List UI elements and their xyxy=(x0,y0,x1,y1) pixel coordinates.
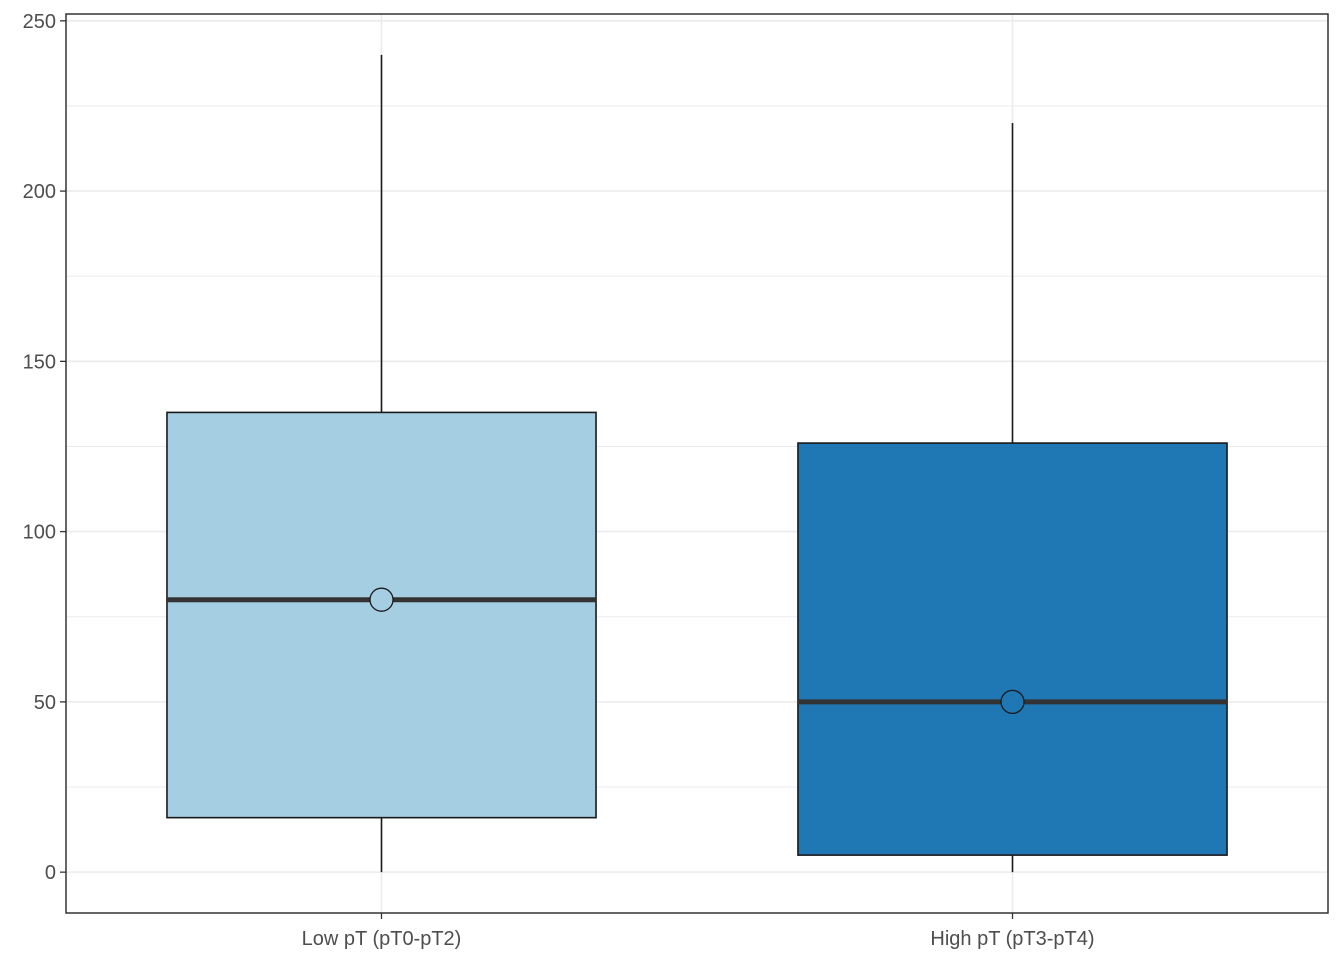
box xyxy=(166,411,597,819)
box-series xyxy=(166,54,1228,873)
mean-point xyxy=(369,587,394,612)
y-tick-label: 200 xyxy=(23,181,56,203)
y-tick-label: 50 xyxy=(34,692,56,714)
y-tick-label: 250 xyxy=(23,11,56,33)
y-axis: 0 50 100 150 200 250 xyxy=(23,11,66,884)
panel-border xyxy=(65,13,1329,914)
y-tick-label: 100 xyxy=(23,522,56,544)
box xyxy=(797,442,1228,856)
x-axis: Low pT (pT0-pT2) High pT (pT3-pT4) xyxy=(302,913,1095,950)
y-tick-label: 0 xyxy=(45,862,56,884)
y-tick-label: 150 xyxy=(23,351,56,373)
x-tick-label: Low pT (pT0-pT2) xyxy=(302,928,462,950)
x-tick-label: High pT (pT3-pT4) xyxy=(930,928,1094,950)
mean-point xyxy=(1000,689,1025,715)
